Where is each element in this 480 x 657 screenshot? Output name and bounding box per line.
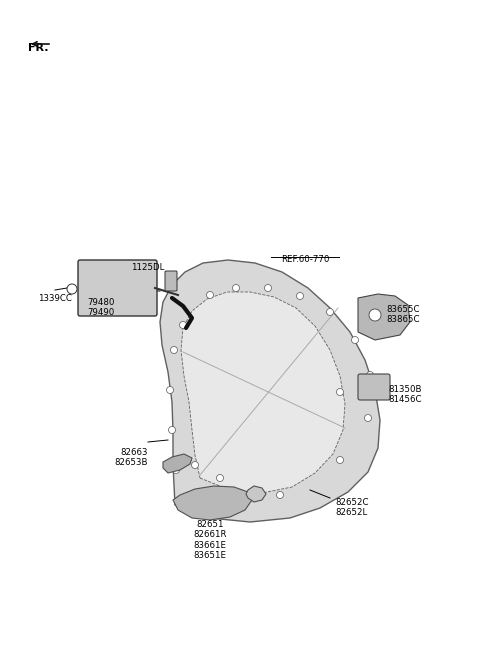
- Text: 81350B
81456C: 81350B 81456C: [388, 385, 421, 405]
- Text: 82651
82661R
83661E
83651E: 82651 82661R 83661E 83651E: [193, 520, 227, 560]
- FancyBboxPatch shape: [78, 260, 157, 316]
- Text: 1339CC: 1339CC: [38, 294, 72, 303]
- Polygon shape: [160, 260, 380, 522]
- Circle shape: [167, 386, 173, 394]
- Circle shape: [336, 388, 344, 396]
- Text: 1125DL: 1125DL: [132, 263, 165, 272]
- Circle shape: [172, 466, 180, 474]
- Circle shape: [367, 371, 373, 378]
- FancyBboxPatch shape: [165, 271, 177, 291]
- Text: 79480
79490: 79480 79490: [88, 298, 115, 317]
- Circle shape: [232, 284, 240, 292]
- Circle shape: [297, 292, 303, 300]
- Text: 82663
82653B: 82663 82653B: [115, 448, 148, 467]
- Circle shape: [206, 292, 214, 298]
- Polygon shape: [181, 292, 345, 493]
- Circle shape: [276, 491, 284, 499]
- Text: 82652C
82652L: 82652C 82652L: [335, 498, 369, 518]
- Circle shape: [192, 461, 199, 468]
- Polygon shape: [358, 294, 410, 340]
- Circle shape: [364, 415, 372, 422]
- Circle shape: [336, 457, 344, 463]
- Circle shape: [264, 284, 272, 292]
- Circle shape: [216, 474, 224, 482]
- Circle shape: [326, 309, 334, 315]
- Circle shape: [168, 426, 176, 434]
- Circle shape: [180, 321, 187, 328]
- Polygon shape: [246, 486, 266, 502]
- Polygon shape: [173, 486, 252, 520]
- Circle shape: [67, 284, 77, 294]
- Text: FR.: FR.: [28, 43, 48, 53]
- Polygon shape: [163, 454, 192, 473]
- Text: 83655C
83865C: 83655C 83865C: [386, 305, 420, 325]
- Circle shape: [170, 346, 178, 353]
- Circle shape: [369, 309, 381, 321]
- Circle shape: [351, 336, 359, 344]
- Text: REF.60-770: REF.60-770: [281, 255, 329, 264]
- FancyBboxPatch shape: [358, 374, 390, 400]
